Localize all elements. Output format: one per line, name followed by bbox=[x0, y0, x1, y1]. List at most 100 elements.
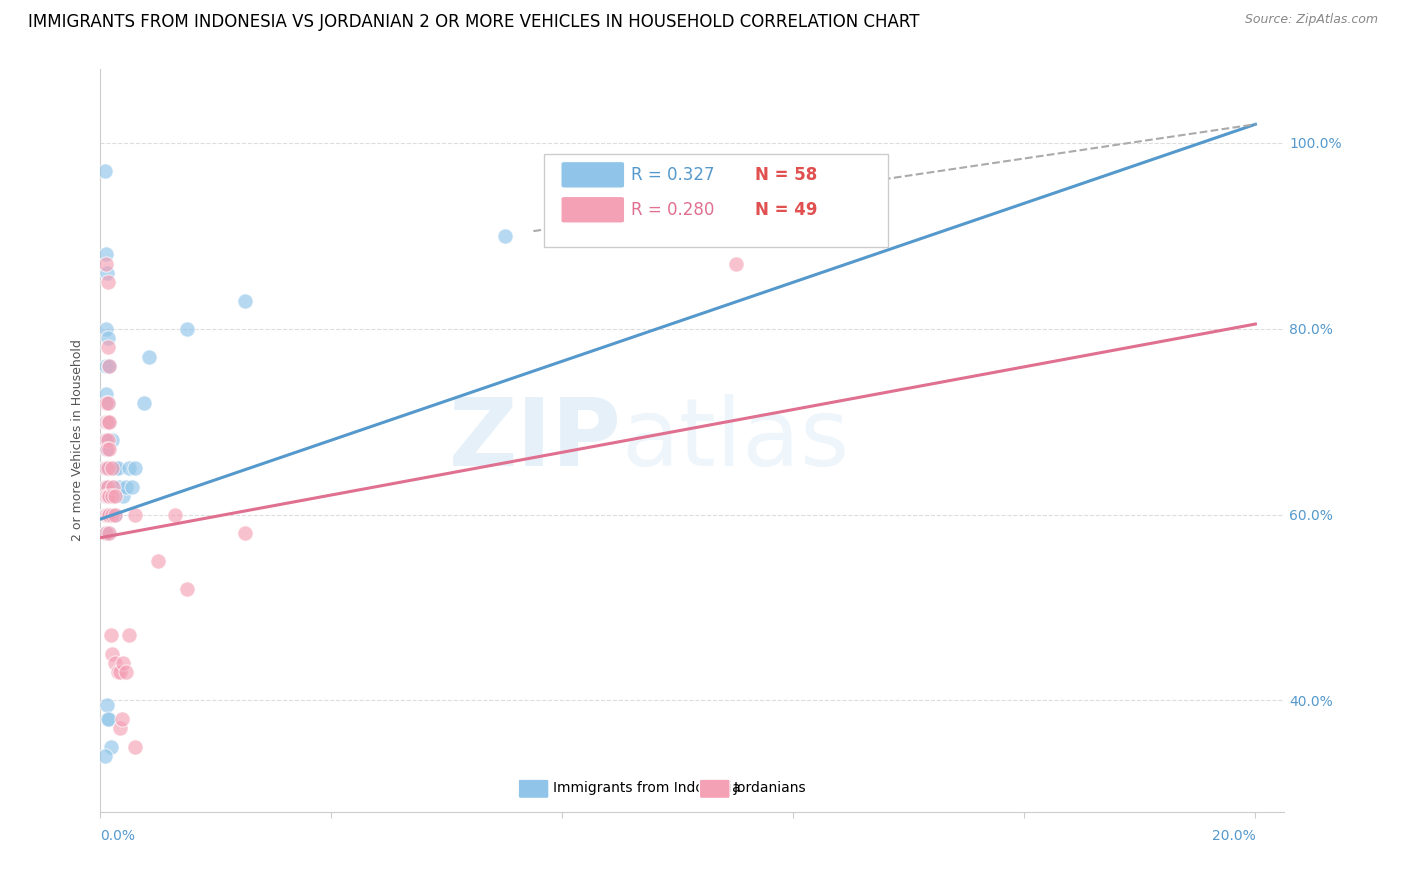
Point bbox=[100, 461, 122, 475]
Point bbox=[94, 247, 117, 261]
FancyBboxPatch shape bbox=[519, 779, 548, 798]
Point bbox=[100, 508, 122, 522]
Point bbox=[107, 665, 129, 680]
Point bbox=[103, 489, 125, 503]
Point bbox=[97, 712, 120, 726]
Point bbox=[97, 508, 120, 522]
Point bbox=[94, 359, 117, 373]
Point bbox=[94, 257, 117, 271]
Point bbox=[94, 415, 117, 429]
Point bbox=[94, 163, 117, 178]
Point bbox=[104, 508, 127, 522]
Text: 0.0%: 0.0% bbox=[100, 829, 135, 843]
Point bbox=[97, 396, 120, 410]
Point bbox=[146, 554, 169, 568]
Point bbox=[104, 656, 127, 670]
Point bbox=[101, 461, 124, 475]
Point bbox=[97, 461, 120, 475]
Point bbox=[97, 480, 120, 494]
Point bbox=[100, 433, 122, 447]
Point bbox=[94, 433, 117, 447]
Point bbox=[97, 489, 120, 503]
Point bbox=[97, 331, 120, 345]
Point bbox=[124, 508, 146, 522]
Point bbox=[97, 415, 120, 429]
Point bbox=[176, 582, 198, 596]
FancyBboxPatch shape bbox=[544, 154, 887, 247]
Point bbox=[98, 508, 121, 522]
Point bbox=[98, 489, 121, 503]
Point bbox=[104, 489, 127, 503]
Point bbox=[94, 526, 117, 541]
Point bbox=[104, 461, 127, 475]
Point bbox=[97, 712, 120, 726]
Point bbox=[103, 480, 125, 494]
Text: R = 0.327: R = 0.327 bbox=[631, 166, 714, 184]
Point bbox=[97, 508, 120, 522]
Point bbox=[94, 508, 117, 522]
Point bbox=[104, 508, 127, 522]
Point bbox=[94, 526, 117, 541]
Point bbox=[94, 415, 117, 429]
Point bbox=[94, 396, 117, 410]
Point bbox=[233, 526, 256, 541]
Point bbox=[94, 749, 117, 764]
Point bbox=[96, 480, 118, 494]
Point bbox=[494, 228, 516, 243]
Point bbox=[96, 508, 118, 522]
Point bbox=[233, 293, 256, 308]
Point bbox=[97, 442, 120, 457]
Point bbox=[107, 480, 129, 494]
Point bbox=[97, 359, 120, 373]
Point bbox=[94, 508, 117, 522]
Point bbox=[94, 480, 117, 494]
Point bbox=[176, 321, 198, 335]
Point bbox=[94, 489, 117, 503]
FancyBboxPatch shape bbox=[699, 779, 730, 798]
Point bbox=[110, 721, 132, 735]
Point bbox=[94, 461, 117, 475]
Point bbox=[115, 480, 138, 494]
Text: IMMIGRANTS FROM INDONESIA VS JORDANIAN 2 OR MORE VEHICLES IN HOUSEHOLD CORRELATI: IMMIGRANTS FROM INDONESIA VS JORDANIAN 2… bbox=[28, 13, 920, 31]
Point bbox=[124, 461, 146, 475]
Point bbox=[118, 461, 141, 475]
Text: Jordanians: Jordanians bbox=[734, 781, 806, 795]
Text: 20.0%: 20.0% bbox=[1212, 829, 1256, 843]
Text: ZIP: ZIP bbox=[449, 394, 621, 486]
Point bbox=[97, 461, 120, 475]
Point bbox=[112, 489, 135, 503]
Point bbox=[132, 396, 155, 410]
Point bbox=[94, 489, 117, 503]
Point bbox=[100, 628, 122, 642]
Point bbox=[112, 656, 135, 670]
FancyBboxPatch shape bbox=[561, 161, 624, 188]
Point bbox=[97, 415, 120, 429]
Point bbox=[94, 415, 117, 429]
Point bbox=[107, 461, 129, 475]
Point bbox=[124, 739, 146, 754]
Point bbox=[97, 489, 120, 503]
Point bbox=[97, 340, 120, 354]
Point bbox=[94, 480, 117, 494]
Point bbox=[100, 508, 122, 522]
Point bbox=[118, 628, 141, 642]
Point bbox=[96, 489, 118, 503]
Point bbox=[96, 442, 118, 457]
Point bbox=[97, 396, 120, 410]
Point bbox=[97, 433, 120, 447]
FancyBboxPatch shape bbox=[561, 196, 624, 223]
Point bbox=[97, 526, 120, 541]
Text: N = 58: N = 58 bbox=[755, 166, 817, 184]
Point bbox=[121, 480, 143, 494]
Point bbox=[97, 359, 120, 373]
Point bbox=[94, 461, 117, 475]
Point bbox=[96, 698, 118, 712]
Point bbox=[138, 350, 160, 364]
Point bbox=[94, 461, 117, 475]
Point bbox=[94, 442, 117, 457]
Y-axis label: 2 or more Vehicles in Household: 2 or more Vehicles in Household bbox=[72, 339, 84, 541]
Point bbox=[96, 266, 118, 280]
Text: Source: ZipAtlas.com: Source: ZipAtlas.com bbox=[1244, 13, 1378, 27]
Point bbox=[94, 508, 117, 522]
Point bbox=[97, 415, 120, 429]
